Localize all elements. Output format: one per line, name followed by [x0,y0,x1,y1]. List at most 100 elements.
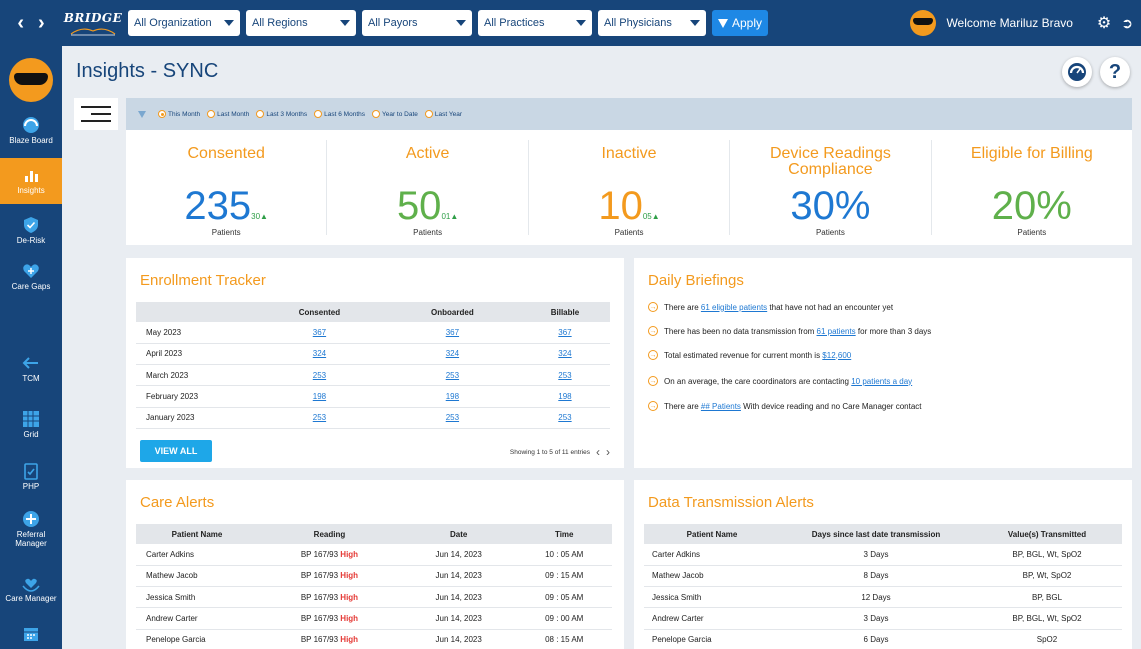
count-link[interactable]: 253 [445,370,460,380]
kpi-device-compliance[interactable]: Device Readings Compliance 30% Patients [730,140,932,237]
count-link[interactable]: 198 [558,392,572,402]
briefing-link[interactable]: 61 patients [816,326,856,336]
column-header: Time [516,524,612,544]
table-row[interactable]: Carter Adkins BP 167/93 High Jun 14, 2023 1… [136,544,612,566]
count-link[interactable]: 367 [312,327,327,337]
count-link[interactable]: 198 [312,392,327,402]
plus-circle-icon [22,510,40,528]
organization-select[interactable]: All Organization [128,10,240,36]
days-since: 12 Days [780,586,972,609]
payor-select[interactable]: All Payors [362,10,472,36]
region-select[interactable]: All Regions [246,10,356,36]
briefing-item: → On an average, the care coordinators ar… [648,376,912,386]
sidebar-item-grid[interactable]: Grid [0,402,62,448]
sidebar-item-calendar[interactable] [0,612,62,649]
count-link[interactable]: 253 [558,413,572,423]
filter-icon [717,18,728,28]
table-row[interactable]: Penelope Garcia BP 167/93 High Jun 14, 202… [136,629,612,649]
chevron-left-icon[interactable]: ‹ [596,445,600,459]
sidebar-item-php[interactable]: PHP [0,454,62,500]
kpi-consented[interactable]: Consented 23530▲ Patients [126,140,328,237]
physician-select[interactable]: All Physicians [598,10,706,36]
period-option-last-6-months[interactable]: Last 6 Months [314,110,365,118]
chevron-right-icon[interactable]: › [606,445,610,459]
help-icon[interactable]: ? [1100,57,1130,87]
count-link[interactable]: 253 [312,413,327,423]
alert-time: 09 : 15 AM [516,565,612,588]
briefing-link[interactable]: ## Patients [700,401,741,411]
radio[interactable] [207,110,216,118]
select-value: All Practices [484,17,545,29]
radio[interactable] [424,110,433,118]
gear-icon[interactable]: ⚙ [1096,15,1112,32]
alert-time: 09 : 00 AM [516,607,612,630]
count-link[interactable]: 324 [312,349,327,359]
count-link[interactable]: 367 [558,327,572,337]
radio[interactable] [371,110,380,118]
count-link[interactable]: 367 [445,327,460,337]
view-all-button[interactable]: VIEW ALL [140,440,212,462]
table-row[interactable]: Mathew Jacob 8 Days BP, Wt, SpO2 [644,565,1122,588]
briefing-link[interactable]: $12,600 [822,350,852,360]
sidebar-item-insights[interactable]: Insights [0,158,62,204]
speedometer-icon[interactable] [1062,57,1092,87]
radio-selected[interactable] [158,110,166,118]
table-row[interactable]: Jessica Smith 12 Days BP, BGL [644,586,1122,609]
high-flag: High [340,614,359,624]
sidebar-item-de-risk[interactable]: De-Risk [0,208,62,254]
sidebar-item-tcm[interactable]: TCM [0,346,62,392]
count-link[interactable]: 253 [558,370,572,380]
column-header: Days since last date transmission [780,524,972,544]
sidebar-avatar[interactable] [9,58,53,102]
kpi-eligible-billing[interactable]: Eligible for Billing 20% Patients [932,140,1132,238]
card-title: Data Transmission Alerts [648,494,814,511]
briefing-item: → There has been no data transmission fro… [648,326,931,336]
logo-text: BRIDGE [63,10,123,25]
kpi-active[interactable]: Active 5001▲ Patients [327,140,529,237]
table-row[interactable]: Andrew Carter BP 167/93 High Jun 14, 2023 0… [136,607,612,630]
practice-select[interactable]: All Practices [478,10,592,36]
period-option-last-month[interactable]: Last Month [207,110,249,118]
sidebar-item-referral-manager[interactable]: Referral Manager [0,506,62,552]
logo-bridge-icon [70,27,116,35]
chevron-right-icon[interactable]: › [38,11,45,34]
chevron-left-icon[interactable]: ‹ [17,11,24,34]
apply-button[interactable]: Apply [712,10,768,36]
alert-date: Jun 14, 2023 [400,629,517,649]
radio[interactable] [256,110,265,118]
clipboard-icon [22,462,40,480]
table-row[interactable]: Carter Adkins 3 Days BP, BGL, Wt, SpO2 [644,544,1122,566]
table-row[interactable]: Jessica Smith BP 167/93 High Jun 14, 2023 0… [136,586,612,609]
chevron-down-icon [456,20,466,26]
column-header: Onboarded [384,302,520,322]
briefing-link[interactable]: 61 eligible patients [700,302,768,312]
period-option-year-to-date[interactable]: Year to Date [371,110,418,118]
period-option-last-3-months[interactable]: Last 3 Months [256,110,307,118]
card-title: Enrollment Tracker [140,272,266,289]
bridge-logo[interactable]: BRIDGE [62,0,124,46]
user-avatar[interactable] [910,10,937,36]
period-option-last-year[interactable]: Last Year [424,110,462,118]
count-link[interactable]: 198 [445,392,460,402]
table-row[interactable]: Penelope Garcia 6 Days SpO2 [644,629,1122,649]
sidebar-item-blaze-board[interactable]: Blaze Board [0,108,62,154]
radio[interactable] [314,110,323,118]
menu-toggle-button[interactable] [74,98,118,130]
count-link[interactable]: 324 [445,349,460,359]
sidebar-item-care-manager[interactable]: Care Manager [0,566,62,612]
period-option-this-month[interactable]: This Month [158,110,200,118]
period-label: This Month [168,110,201,118]
user-area: Welcome Mariluz Bravo ⚙ ➲ [910,0,1133,46]
bar-chart-icon [22,166,40,184]
alert-time: 09 : 05 AM [516,586,612,609]
logout-icon[interactable]: ➲ [1121,14,1133,31]
kpi-inactive[interactable]: Inactive 1005▲ Patients [529,140,731,237]
table-row[interactable]: Andrew Carter 3 Days BP, BGL, Wt, SpO2 [644,607,1122,630]
briefing-link[interactable]: 10 patients a day [851,376,913,386]
high-flag: High [340,592,359,602]
sidebar-item-care-gaps[interactable]: Care Gaps [0,254,62,300]
count-link[interactable]: 324 [558,349,572,359]
count-link[interactable]: 253 [312,370,327,380]
count-link[interactable]: 253 [445,413,460,423]
table-row[interactable]: Mathew Jacob BP 167/93 High Jun 14, 2023 09… [136,565,612,588]
